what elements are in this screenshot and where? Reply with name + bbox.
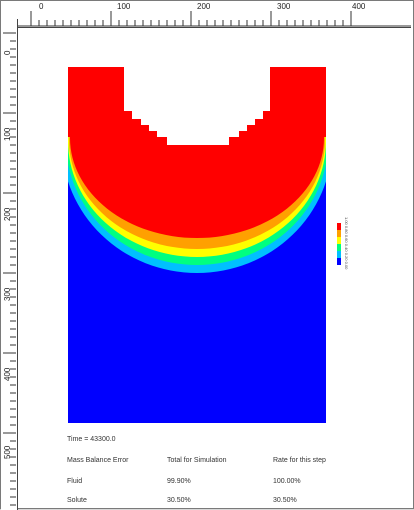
fluid-label: Fluid [67,478,83,485]
left-ruler: 0 100 200 300 400 500 [1,19,18,510]
total-column-header: Total for Simulation [167,457,227,464]
color-legend [337,223,357,267]
top-ruler-label: 300 [277,2,291,11]
legend-swatch-cyan [337,251,341,258]
legend-swatch-green [337,244,341,251]
top-ruler-ticks [9,11,411,27]
legend-label: 0.00 [344,261,349,270]
solute-label: Solute [67,497,87,504]
legend-label: 0.80 [344,225,349,234]
red-source-right [270,67,326,137]
left-ruler-ticks [3,32,16,506]
legend-swatch-red [337,223,341,230]
legend-label: 0.20 [344,252,349,261]
legend-label: 1.00 [344,217,349,225]
solute-rate-value: 30.50% [273,497,297,504]
legend-labels: 1.00 0.80 0.60 0.40 0.20 0.00 [344,217,349,269]
legend-label: 0.40 [344,243,349,252]
top-ruler-label: 0 [39,2,44,11]
mass-balance-label: Mass Balance Error [67,457,129,464]
fluid-rate-value: 100.00% [273,478,301,485]
legend-swatch-yellow [337,237,341,244]
notch-cutout [124,67,270,145]
top-ruler-label: 200 [197,2,211,11]
solute-total-value: 30.50% [167,497,191,504]
legend-swatch-orange [337,230,341,237]
legend-label: 0.60 [344,234,349,243]
top-ruler-label: 400 [352,2,366,11]
top-ruler-label: 100 [117,2,131,11]
rate-column-header: Rate for this step [273,457,326,464]
red-source-left [68,67,124,137]
top-ruler: 0 100 200 300 400 [9,1,411,28]
fluid-total-value: 99.90% [167,478,191,485]
legend-swatch-blue [337,258,341,265]
time-label: Time = 43300.0 [67,436,116,443]
